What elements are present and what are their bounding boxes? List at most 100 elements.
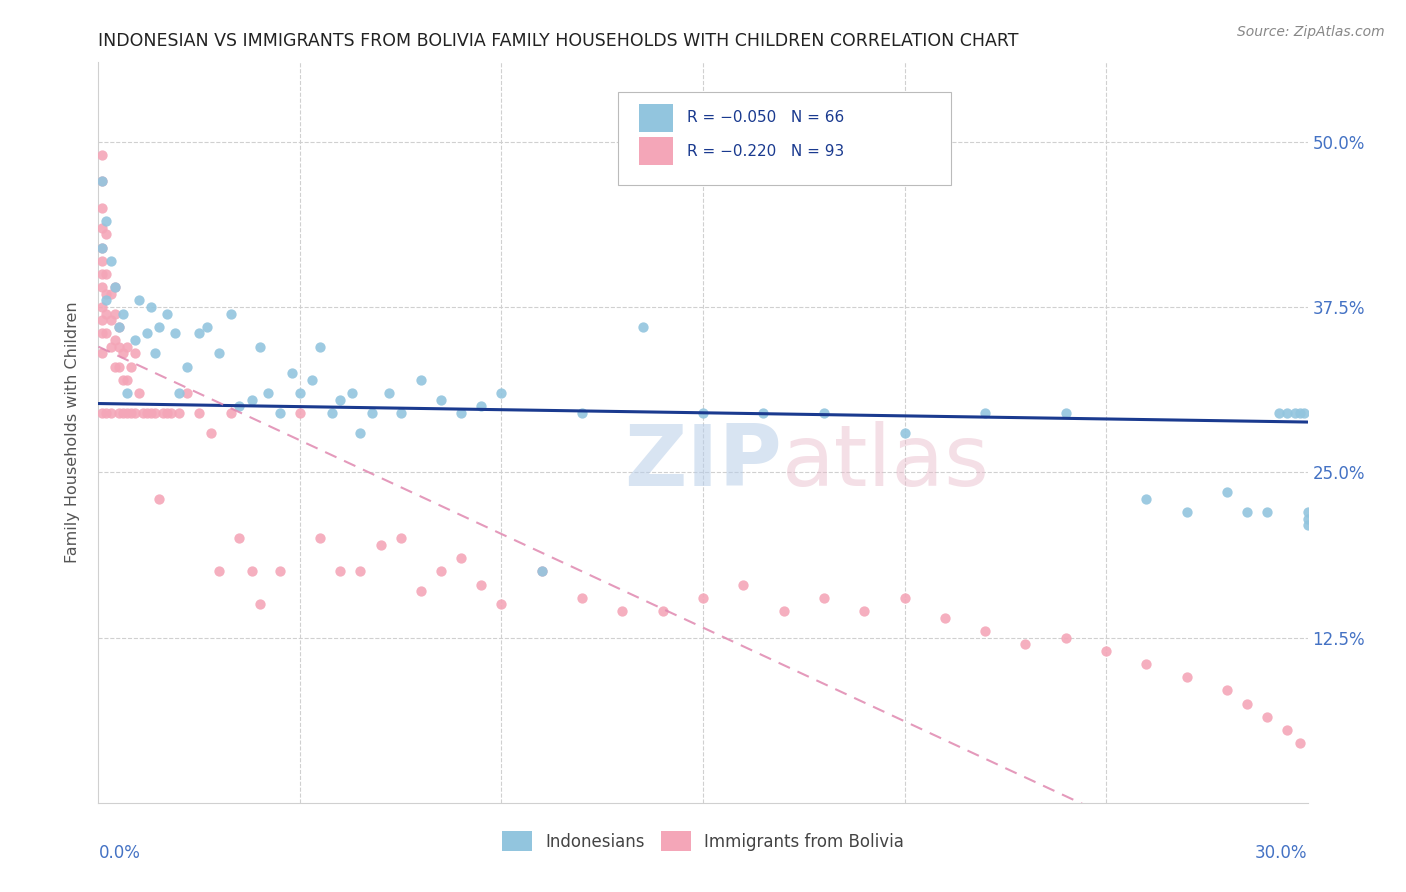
- Point: [139, 406, 162, 420]
- Point: [409, 584, 432, 599]
- Point: [120, 359, 142, 374]
- Point: [430, 392, 453, 407]
- Point: [132, 406, 155, 420]
- Point: [96, 227, 118, 242]
- Point: [208, 346, 231, 360]
- Point: [124, 406, 146, 420]
- Point: [733, 577, 755, 591]
- Point: [143, 406, 166, 420]
- Point: [167, 406, 190, 420]
- Text: R = −0.050   N = 66: R = −0.050 N = 66: [688, 111, 845, 126]
- Point: [103, 359, 125, 374]
- Point: [96, 406, 118, 420]
- Legend: Indonesians, Immigrants from Bolivia: Indonesians, Immigrants from Bolivia: [495, 825, 911, 857]
- Point: [100, 406, 122, 420]
- Point: [91, 174, 114, 188]
- Point: [111, 406, 134, 420]
- Point: [148, 319, 170, 334]
- Point: [1277, 723, 1299, 737]
- Point: [329, 392, 352, 407]
- Text: INDONESIAN VS IMMIGRANTS FROM BOLIVIA FAMILY HOUSEHOLDS WITH CHILDREN CORRELATIO: INDONESIAN VS IMMIGRANTS FROM BOLIVIA FA…: [98, 32, 1019, 50]
- Text: ZIP: ZIP: [624, 421, 782, 504]
- Point: [470, 577, 492, 591]
- Point: [430, 565, 453, 579]
- Point: [96, 326, 118, 341]
- Point: [349, 565, 371, 579]
- Point: [96, 214, 118, 228]
- Point: [530, 565, 553, 579]
- Point: [176, 359, 198, 374]
- Point: [107, 319, 129, 334]
- Point: [96, 293, 118, 308]
- Point: [115, 386, 138, 401]
- Point: [96, 267, 118, 281]
- Point: [111, 307, 134, 321]
- Point: [612, 604, 634, 618]
- Point: [111, 373, 134, 387]
- Point: [342, 386, 364, 401]
- Text: atlas: atlas: [782, 421, 990, 504]
- Point: [148, 491, 170, 506]
- Point: [91, 346, 114, 360]
- Point: [1135, 491, 1157, 506]
- Point: [1296, 505, 1319, 519]
- Point: [631, 319, 654, 334]
- Point: [491, 598, 513, 612]
- Point: [107, 319, 129, 334]
- Point: [91, 267, 114, 281]
- Point: [103, 333, 125, 347]
- Point: [377, 386, 399, 401]
- Point: [1277, 406, 1299, 420]
- Point: [91, 220, 114, 235]
- Point: [195, 319, 218, 334]
- Point: [91, 253, 114, 268]
- Point: [974, 406, 997, 420]
- Point: [1054, 406, 1077, 420]
- Point: [321, 406, 343, 420]
- Point: [100, 253, 122, 268]
- Text: R = −0.220   N = 93: R = −0.220 N = 93: [688, 144, 845, 159]
- Point: [389, 406, 412, 420]
- Point: [1095, 644, 1118, 658]
- Point: [934, 610, 956, 624]
- Point: [1288, 406, 1310, 420]
- Point: [1175, 505, 1198, 519]
- Text: 0.0%: 0.0%: [98, 844, 141, 862]
- Point: [91, 241, 114, 255]
- Point: [450, 406, 472, 420]
- Point: [752, 406, 775, 420]
- Point: [1268, 406, 1291, 420]
- Point: [571, 591, 593, 605]
- Point: [1292, 406, 1315, 420]
- Point: [124, 333, 146, 347]
- Point: [91, 241, 114, 255]
- Point: [309, 340, 332, 354]
- Point: [156, 307, 179, 321]
- Point: [139, 300, 162, 314]
- Point: [91, 201, 114, 215]
- Point: [100, 340, 122, 354]
- Point: [249, 340, 271, 354]
- Point: [249, 598, 271, 612]
- Point: [974, 624, 997, 638]
- Point: [349, 425, 371, 440]
- Point: [1216, 683, 1239, 698]
- Point: [361, 406, 384, 420]
- Point: [269, 565, 291, 579]
- Point: [115, 340, 138, 354]
- Point: [240, 565, 263, 579]
- Point: [450, 551, 472, 566]
- Point: [163, 326, 186, 341]
- Point: [107, 340, 129, 354]
- FancyBboxPatch shape: [619, 92, 950, 185]
- Point: [120, 406, 142, 420]
- Point: [370, 538, 392, 552]
- Point: [107, 406, 129, 420]
- Point: [91, 313, 114, 327]
- Point: [571, 406, 593, 420]
- Point: [288, 406, 311, 420]
- Point: [389, 532, 412, 546]
- Point: [470, 399, 492, 413]
- Point: [96, 307, 118, 321]
- Point: [1135, 657, 1157, 671]
